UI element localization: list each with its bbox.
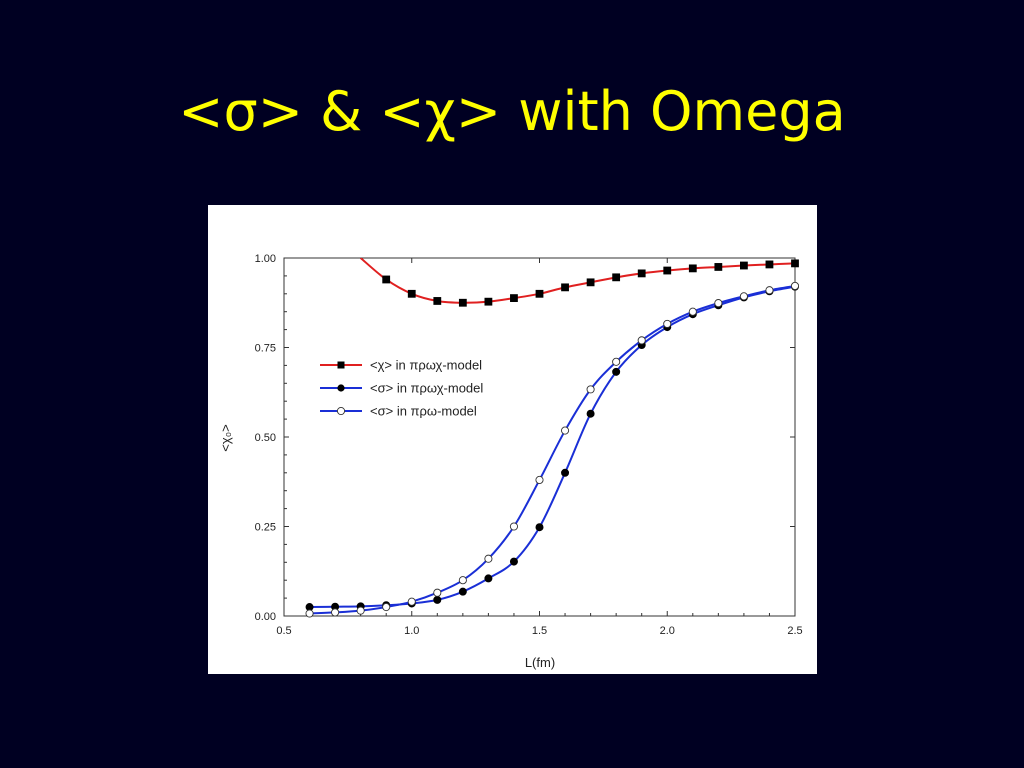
legend-item: <σ> in πρω-model (320, 404, 477, 419)
data-point (458, 298, 467, 307)
data-point (586, 385, 595, 394)
series-line (309, 284, 795, 615)
data-point (612, 367, 621, 376)
legend-item: <χ> in πρωχ-model (320, 358, 482, 373)
data-point (433, 588, 442, 597)
data-point (433, 595, 442, 604)
data-point (612, 273, 621, 282)
legend-marker (337, 361, 345, 369)
data-point (688, 264, 697, 273)
data-point (714, 299, 723, 308)
data-point (509, 557, 518, 566)
data-point (637, 336, 646, 345)
y-tick-label: 0.25 (255, 522, 276, 534)
plot-frame (283, 257, 796, 617)
data-point (586, 409, 595, 418)
legend-label: <σ> in πρωχ-model (370, 381, 483, 396)
series-2 (305, 281, 800, 618)
legend-label: <χ> in πρωχ-model (370, 358, 482, 373)
data-point (356, 606, 365, 615)
data-point (663, 266, 672, 275)
data-point (740, 261, 748, 270)
data-point (561, 468, 570, 477)
y-tick-label: 0.75 (255, 343, 276, 355)
data-point (407, 289, 416, 298)
data-point (509, 522, 519, 531)
data-point (510, 294, 518, 302)
y-tick-label: 0.50 (255, 432, 276, 444)
series-0 (360, 258, 799, 307)
legend-label: <σ> in πρω-model (370, 404, 477, 419)
line-chart: 0.5 1.0 1.5 2.0 2.5 0.00 0.25 0.50 0.75 1.00 <χ> … (218, 253, 803, 670)
y-tick-label: 0.00 (255, 611, 276, 623)
data-point (765, 286, 774, 295)
data-point (535, 475, 544, 485)
data-point (484, 574, 493, 583)
x-tick-label: 2.5 (787, 625, 802, 637)
data-point (458, 587, 467, 596)
data-point (586, 278, 595, 287)
data-point (612, 357, 621, 366)
x-tick-label: 1.5 (532, 625, 547, 637)
series-line (360, 258, 795, 304)
data-point (382, 602, 391, 612)
data-point (407, 597, 416, 606)
data-point (382, 275, 391, 284)
legend-marker (337, 384, 345, 392)
data-point (484, 297, 493, 306)
chart-panel: 0.5 1.0 1.5 2.0 2.5 0.00 0.25 0.50 0.75 1.00 <χ> … (208, 205, 817, 674)
data-point (791, 259, 799, 268)
data-point (484, 554, 493, 563)
data-point (331, 608, 340, 617)
data-point (739, 292, 748, 301)
slide-title: <σ> & <χ> with Omega (178, 80, 846, 143)
data-point (790, 281, 800, 290)
data-point (714, 263, 723, 271)
data-point (305, 609, 314, 618)
data-point (637, 269, 646, 278)
x-tick-label: 0.5 (276, 625, 291, 637)
data-point (688, 307, 697, 316)
y-tick-label: 1.00 (255, 253, 276, 265)
data-point (535, 289, 544, 298)
x-tick-label: 2.0 (660, 625, 675, 637)
y-axis-label: <χ₀> (218, 424, 233, 451)
legend-item: <σ> in πρωχ-model (320, 381, 483, 396)
data-point (560, 426, 570, 435)
x-axis-label: L(fm) (525, 655, 555, 670)
data-point (663, 319, 672, 328)
data-point (561, 283, 569, 292)
data-point (765, 260, 774, 269)
legend-marker (336, 406, 346, 416)
x-tick-label: 1.0 (404, 625, 419, 637)
data-point (535, 523, 544, 532)
data-point (433, 297, 442, 305)
series-line (309, 285, 795, 609)
data-point (458, 576, 467, 585)
series-1 (305, 282, 800, 612)
